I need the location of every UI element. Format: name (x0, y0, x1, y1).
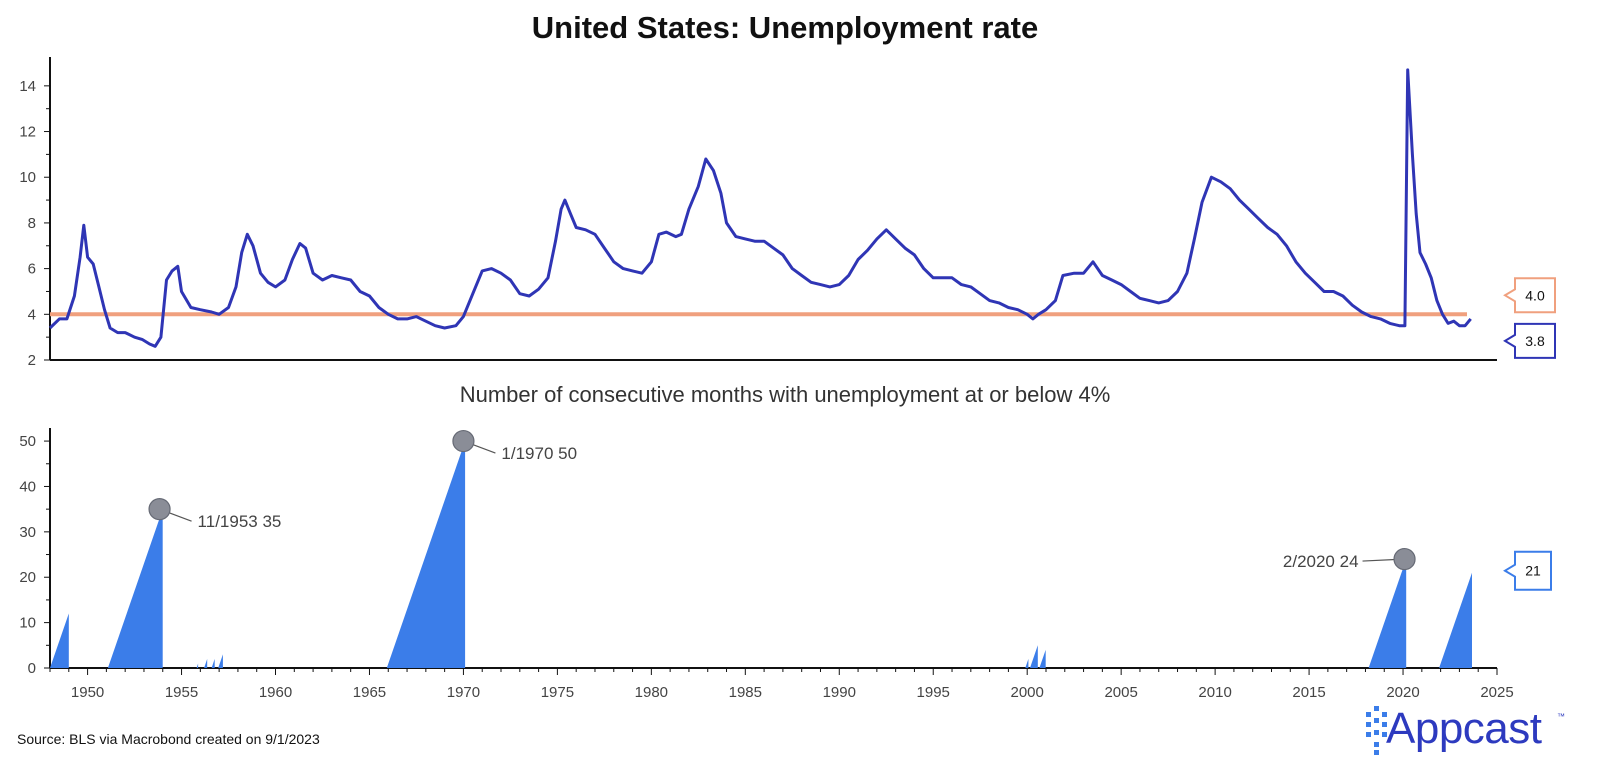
streak-area (50, 613, 69, 668)
streak-last-value-box (1503, 550, 1552, 591)
x-tick: 2000 (1011, 668, 1044, 701)
x-tick-label: 2005 (1104, 684, 1137, 701)
top-y-tick: 10 (19, 169, 50, 186)
peak-annotation: 11/1953 35 (148, 498, 282, 531)
chart-subtitle: Number of consecutive months with unempl… (459, 382, 1111, 407)
x-tick-label: 1960 (259, 684, 292, 701)
last-value-callout: 3.8 (1503, 322, 1556, 359)
x-tick: 1995 (917, 668, 950, 701)
x-tick: 1955 (165, 668, 198, 701)
x-tick-label: 1980 (635, 684, 668, 701)
peak-label: 11/1953 35 (198, 512, 282, 531)
x-tick-label: 1970 (447, 684, 480, 701)
bottom-y-tick: 40 (19, 478, 50, 495)
streak-area (218, 654, 223, 668)
x-tick-label: 2000 (1011, 684, 1044, 701)
bottom-y-tick: 10 (19, 615, 50, 632)
x-tick-label: 1975 (541, 684, 574, 701)
streak-last-value-callout: 21 (1503, 550, 1552, 591)
x-tick-label: 2015 (1292, 684, 1325, 701)
x-tick: 2025 (1480, 668, 1514, 701)
x-tick: 2015 (1292, 668, 1326, 701)
x-tick-label: 1995 (917, 684, 950, 701)
bottom-y-tick-label: 20 (19, 569, 36, 586)
top-y-tick: 12 (19, 124, 50, 141)
x-tick: 1990 (823, 668, 856, 701)
source-note: Source: BLS via Macrobond created on 9/1… (17, 731, 320, 747)
top-y-tick: 4 (28, 306, 50, 323)
x-tick: 1965 (353, 668, 386, 701)
top-y-tick: 8 (28, 215, 50, 232)
bottom-y-tick: 50 (19, 433, 50, 450)
logo-wordmark: Appcast (1386, 704, 1542, 753)
top-y-tick-label: 6 (28, 261, 36, 278)
bottom-y-tick-label: 30 (19, 524, 36, 541)
x-tick: 2005 (1104, 668, 1138, 701)
x-tick: 1950 (71, 668, 104, 701)
x-tick: 1985 (729, 668, 762, 701)
streak-area (1439, 572, 1472, 668)
x-tick: 1980 (635, 668, 668, 701)
x-tick-label: 1985 (729, 684, 762, 701)
bottom-y-tick-label: 10 (19, 615, 36, 632)
top-y-tick: 2 (28, 352, 50, 369)
peak-label: 2/2020 24 (1283, 552, 1359, 571)
top-y-tick-label: 2 (28, 352, 36, 369)
x-tick-label: 2020 (1386, 684, 1419, 701)
bottom-y-tick: 0 (28, 660, 50, 677)
top-y-tick: 14 (19, 78, 50, 95)
streak-area (1025, 658, 1029, 668)
streak-last-value-label: 21 (1525, 563, 1541, 579)
x-tick: 1970 (447, 668, 480, 701)
bottom-y-tick-label: 50 (19, 433, 36, 450)
peak-marker (148, 498, 171, 521)
x-tick-label: 1965 (353, 684, 386, 701)
appcast-logo-icon (1366, 706, 1387, 755)
bottom-y-tick-label: 0 (28, 660, 36, 677)
x-tick: 1975 (541, 668, 574, 701)
logo-trademark: ™ (1557, 712, 1565, 721)
x-tick: 1960 (259, 668, 292, 701)
x-tick-label: 2025 (1480, 684, 1513, 701)
streak-area (211, 658, 215, 668)
last-value-callout-label: 3.8 (1525, 333, 1545, 349)
top-y-tick-label: 10 (19, 169, 36, 186)
x-tick: 2020 (1386, 668, 1420, 701)
bottom-y-tick: 20 (19, 569, 50, 586)
top-y-tick-label: 14 (19, 78, 36, 95)
peak-marker (1393, 547, 1416, 571)
x-tick-label: 1990 (823, 684, 856, 701)
streak-area (386, 441, 466, 668)
bottom-y-tick: 30 (19, 524, 50, 541)
top-y-tick-label: 12 (19, 124, 36, 141)
top-y-tick-label: 8 (28, 215, 36, 232)
reference-value-callout-box (1503, 277, 1556, 314)
streak-area (196, 663, 199, 668)
bottom-y-tick-label: 40 (19, 478, 36, 495)
reference-value-callout: 4.0 (1503, 277, 1556, 314)
x-tick: 2010 (1198, 668, 1232, 701)
peak-label: 1/1970 50 (501, 444, 577, 463)
x-tick-label: 2010 (1198, 684, 1231, 701)
chart-title: United States: Unemployment rate (531, 10, 1039, 45)
top-y-tick: 6 (28, 261, 50, 278)
x-tick-label: 1950 (71, 684, 104, 701)
streak-area (107, 509, 163, 668)
peak-annotation: 1/1970 50 (452, 429, 577, 463)
last-value-callout-box (1503, 322, 1556, 359)
streak-area (1039, 649, 1046, 668)
streak-area (1368, 559, 1407, 668)
x-tick-label: 1955 (165, 684, 198, 701)
reference-value-callout-label: 4.0 (1525, 287, 1545, 303)
streak-area (1030, 645, 1038, 668)
top-y-tick-label: 4 (28, 306, 36, 323)
peak-annotation: 2/2020 24 (1283, 547, 1416, 571)
peak-marker (452, 429, 475, 453)
streak-area (204, 658, 208, 668)
unemployment-line (48, 68, 1472, 348)
